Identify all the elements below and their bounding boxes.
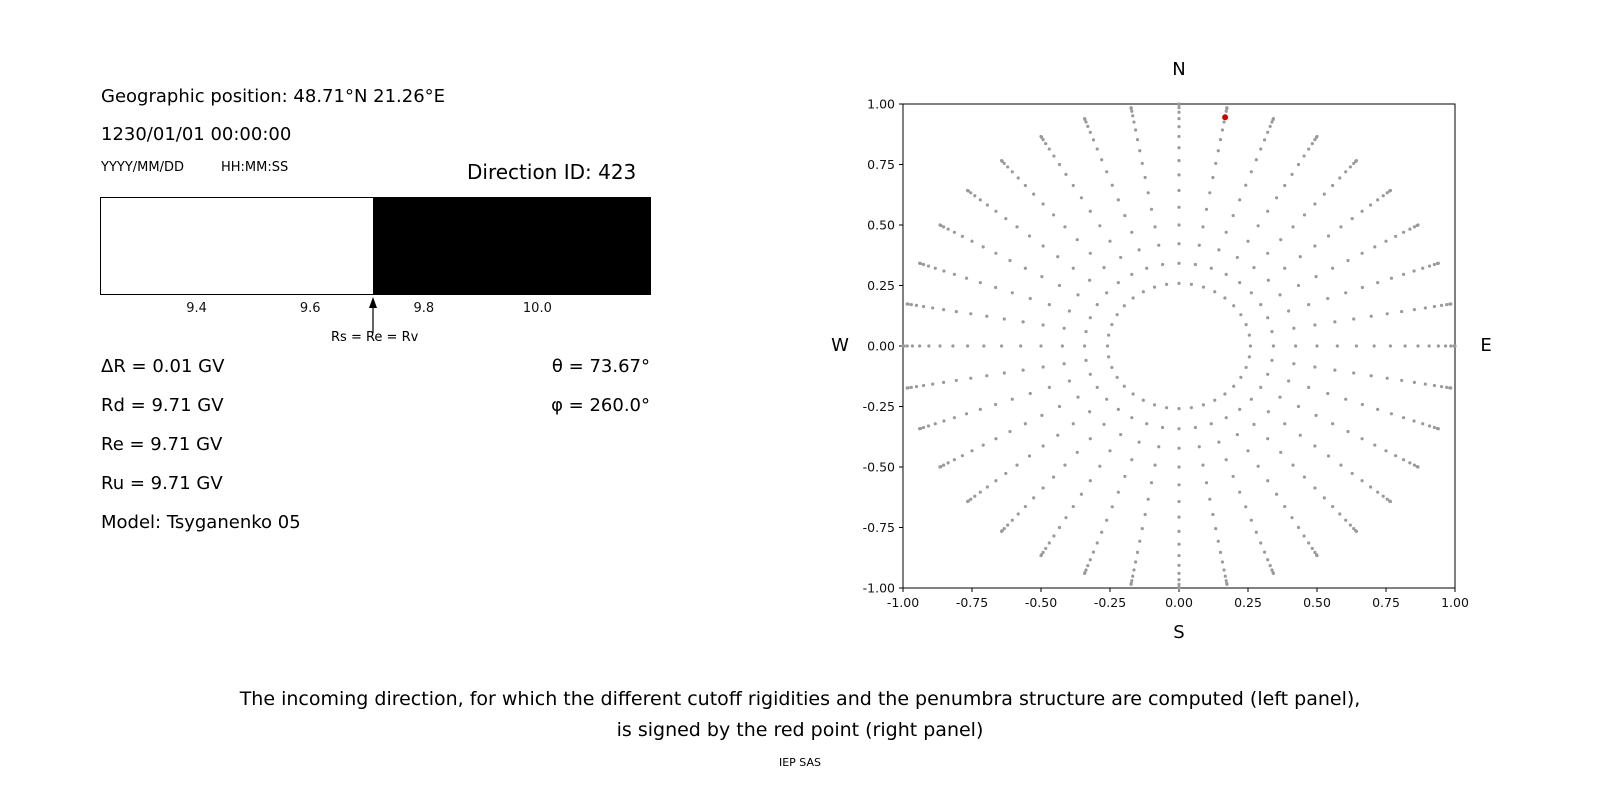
svg-text:-0.50: -0.50 xyxy=(863,460,895,475)
penumbra-tick-label: 9.4 xyxy=(186,301,207,316)
plot-frame xyxy=(902,103,1456,589)
svg-text:0.50: 0.50 xyxy=(867,218,895,233)
re-value: Re = 9.71 GV xyxy=(101,434,223,455)
compass-east-label: E xyxy=(1480,335,1492,356)
svg-text:0.00: 0.00 xyxy=(867,339,895,354)
svg-text:-1.00: -1.00 xyxy=(887,595,919,610)
penumbra-allowed-region xyxy=(101,198,373,294)
svg-text:0.75: 0.75 xyxy=(1372,595,1400,610)
direction-grid-dots xyxy=(901,102,1457,590)
delta-r-value: ΔR = 0.01 GV xyxy=(101,356,225,377)
caption-line-1: The incoming direction, for which the di… xyxy=(239,688,1361,710)
penumbra-tick-label: 10.0 xyxy=(522,301,552,316)
svg-text:1.00: 1.00 xyxy=(867,97,895,112)
svg-text:-0.50: -0.50 xyxy=(1025,595,1057,610)
svg-text:-0.25: -0.25 xyxy=(863,399,895,414)
compass-north-label: N xyxy=(1172,59,1186,80)
compass-south-label: S xyxy=(1173,622,1185,643)
direction-id: Direction ID: 423 xyxy=(467,160,637,184)
svg-text:0.25: 0.25 xyxy=(1234,595,1262,610)
penumbra-tick-label: 9.6 xyxy=(299,301,321,316)
svg-text:1.00: 1.00 xyxy=(1441,595,1469,610)
cutoff-arrow-label: Rs = Re = Rv xyxy=(331,330,419,345)
model-name: Model: Tsyganenko 05 xyxy=(101,512,301,533)
phi-value: φ = 260.0° xyxy=(551,395,650,416)
datetime: 1230/01/01 00:00:00 xyxy=(101,124,292,145)
svg-text:0.25: 0.25 xyxy=(867,278,895,293)
caption-line-2: is signed by the red point (right panel) xyxy=(616,719,984,741)
time-format-hint: HH:MM:SS xyxy=(221,160,289,175)
selected-direction-red-point xyxy=(1222,114,1229,121)
svg-text:-0.75: -0.75 xyxy=(863,520,895,535)
svg-text:0.00: 0.00 xyxy=(1165,595,1193,610)
cutoff-arrow-icon xyxy=(368,297,377,333)
geographic-position: Geographic position: 48.71°N 21.26°E xyxy=(101,86,446,107)
compass-west-label: W xyxy=(831,335,849,356)
svg-text:-0.25: -0.25 xyxy=(1094,595,1126,610)
svg-text:0.50: 0.50 xyxy=(1303,595,1331,610)
svg-text:-1.00: -1.00 xyxy=(863,581,895,596)
ru-value: Ru = 9.71 GV xyxy=(101,473,223,494)
credit-label: IEP SAS xyxy=(778,756,822,769)
penumbra-tick-label: 9.8 xyxy=(413,301,435,316)
svg-text:0.75: 0.75 xyxy=(867,157,895,172)
axis-tick-labels: -1.00 -0.75 -0.50 -0.25 0.00 0.25 0.50 0.75 1.00… xyxy=(863,97,1469,611)
date-format-hint: YYYY/MM/DD xyxy=(101,160,184,175)
direction-grid-plot: -1.00 -0.75 -0.50 -0.25 0.00 0.25 0.50 0.75 1.00… xyxy=(863,97,1469,611)
penumbra-forbidden-region xyxy=(372,198,650,294)
theta-value: θ = 73.67° xyxy=(551,356,650,377)
penumbra-bar xyxy=(100,197,651,295)
rd-value: Rd = 9.71 GV xyxy=(101,395,224,416)
svg-text:-0.75: -0.75 xyxy=(956,595,988,610)
